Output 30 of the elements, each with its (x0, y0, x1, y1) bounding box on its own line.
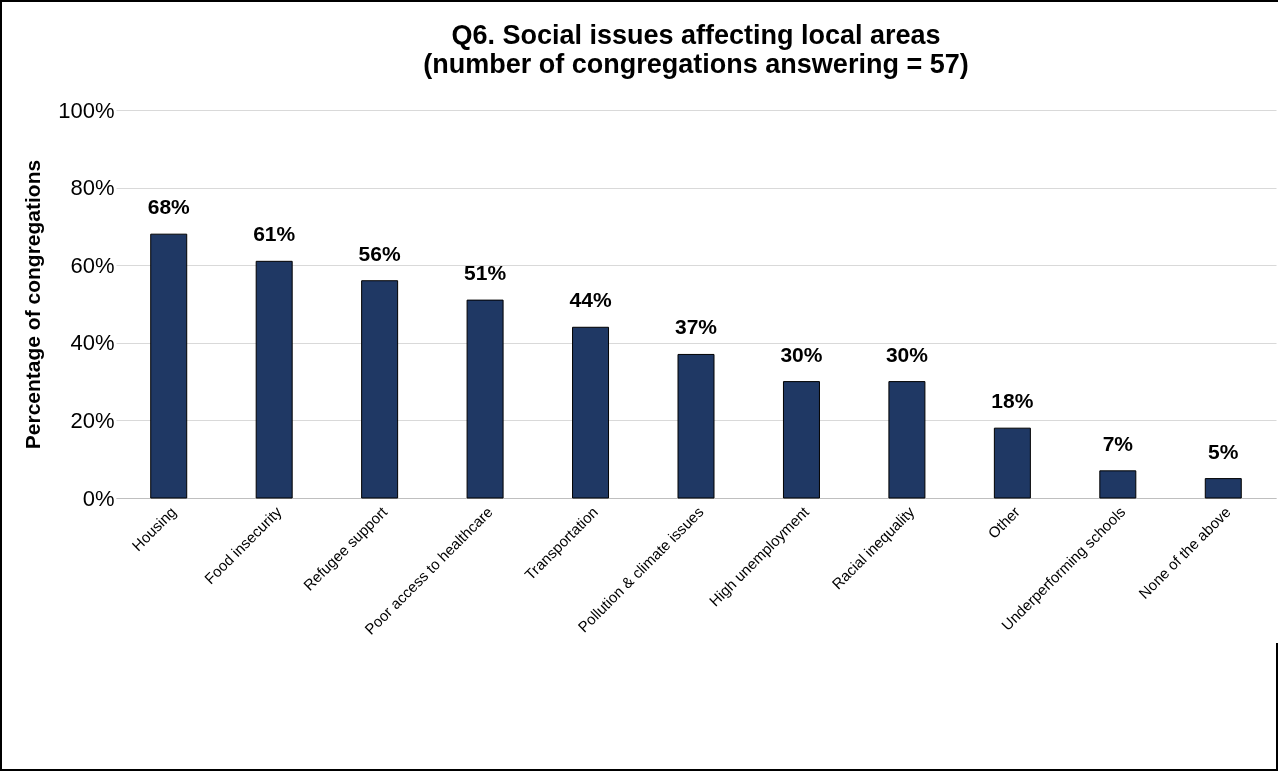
data-label: 7% (1102, 431, 1134, 455)
data-label: 68% (147, 195, 191, 219)
y-tick-label: 20% (70, 407, 115, 433)
data-label: 18% (991, 389, 1034, 413)
bar (888, 381, 926, 499)
bar (782, 381, 820, 499)
bar (1204, 478, 1242, 499)
data-label: 44% (569, 288, 612, 312)
y-tick-label: 40% (70, 330, 115, 356)
bar (466, 299, 504, 499)
data-label: 61% (253, 222, 296, 246)
bar (993, 427, 1031, 499)
data-label: 56% (358, 241, 401, 265)
y-tick-label: 80% (70, 175, 115, 201)
bar (572, 326, 610, 499)
bar (150, 233, 188, 499)
y-axis-title: Percentage of congregations (21, 159, 45, 450)
bar (255, 260, 293, 499)
y-tick-label: 60% (70, 252, 115, 278)
bar (361, 280, 399, 499)
data-label: 5% (1208, 439, 1239, 463)
y-tick-label: 100% (58, 97, 115, 123)
bar (677, 353, 715, 499)
data-label: 37% (674, 315, 718, 339)
y-tick-label: 0% (82, 485, 115, 511)
data-label: 51% (464, 261, 507, 285)
data-label: 30% (780, 342, 823, 366)
chart-title: Q6. Social issues affecting local areas (number of congregations answering = 57) (423, 20, 969, 79)
bar (1099, 470, 1137, 499)
data-label: 30% (885, 342, 929, 366)
